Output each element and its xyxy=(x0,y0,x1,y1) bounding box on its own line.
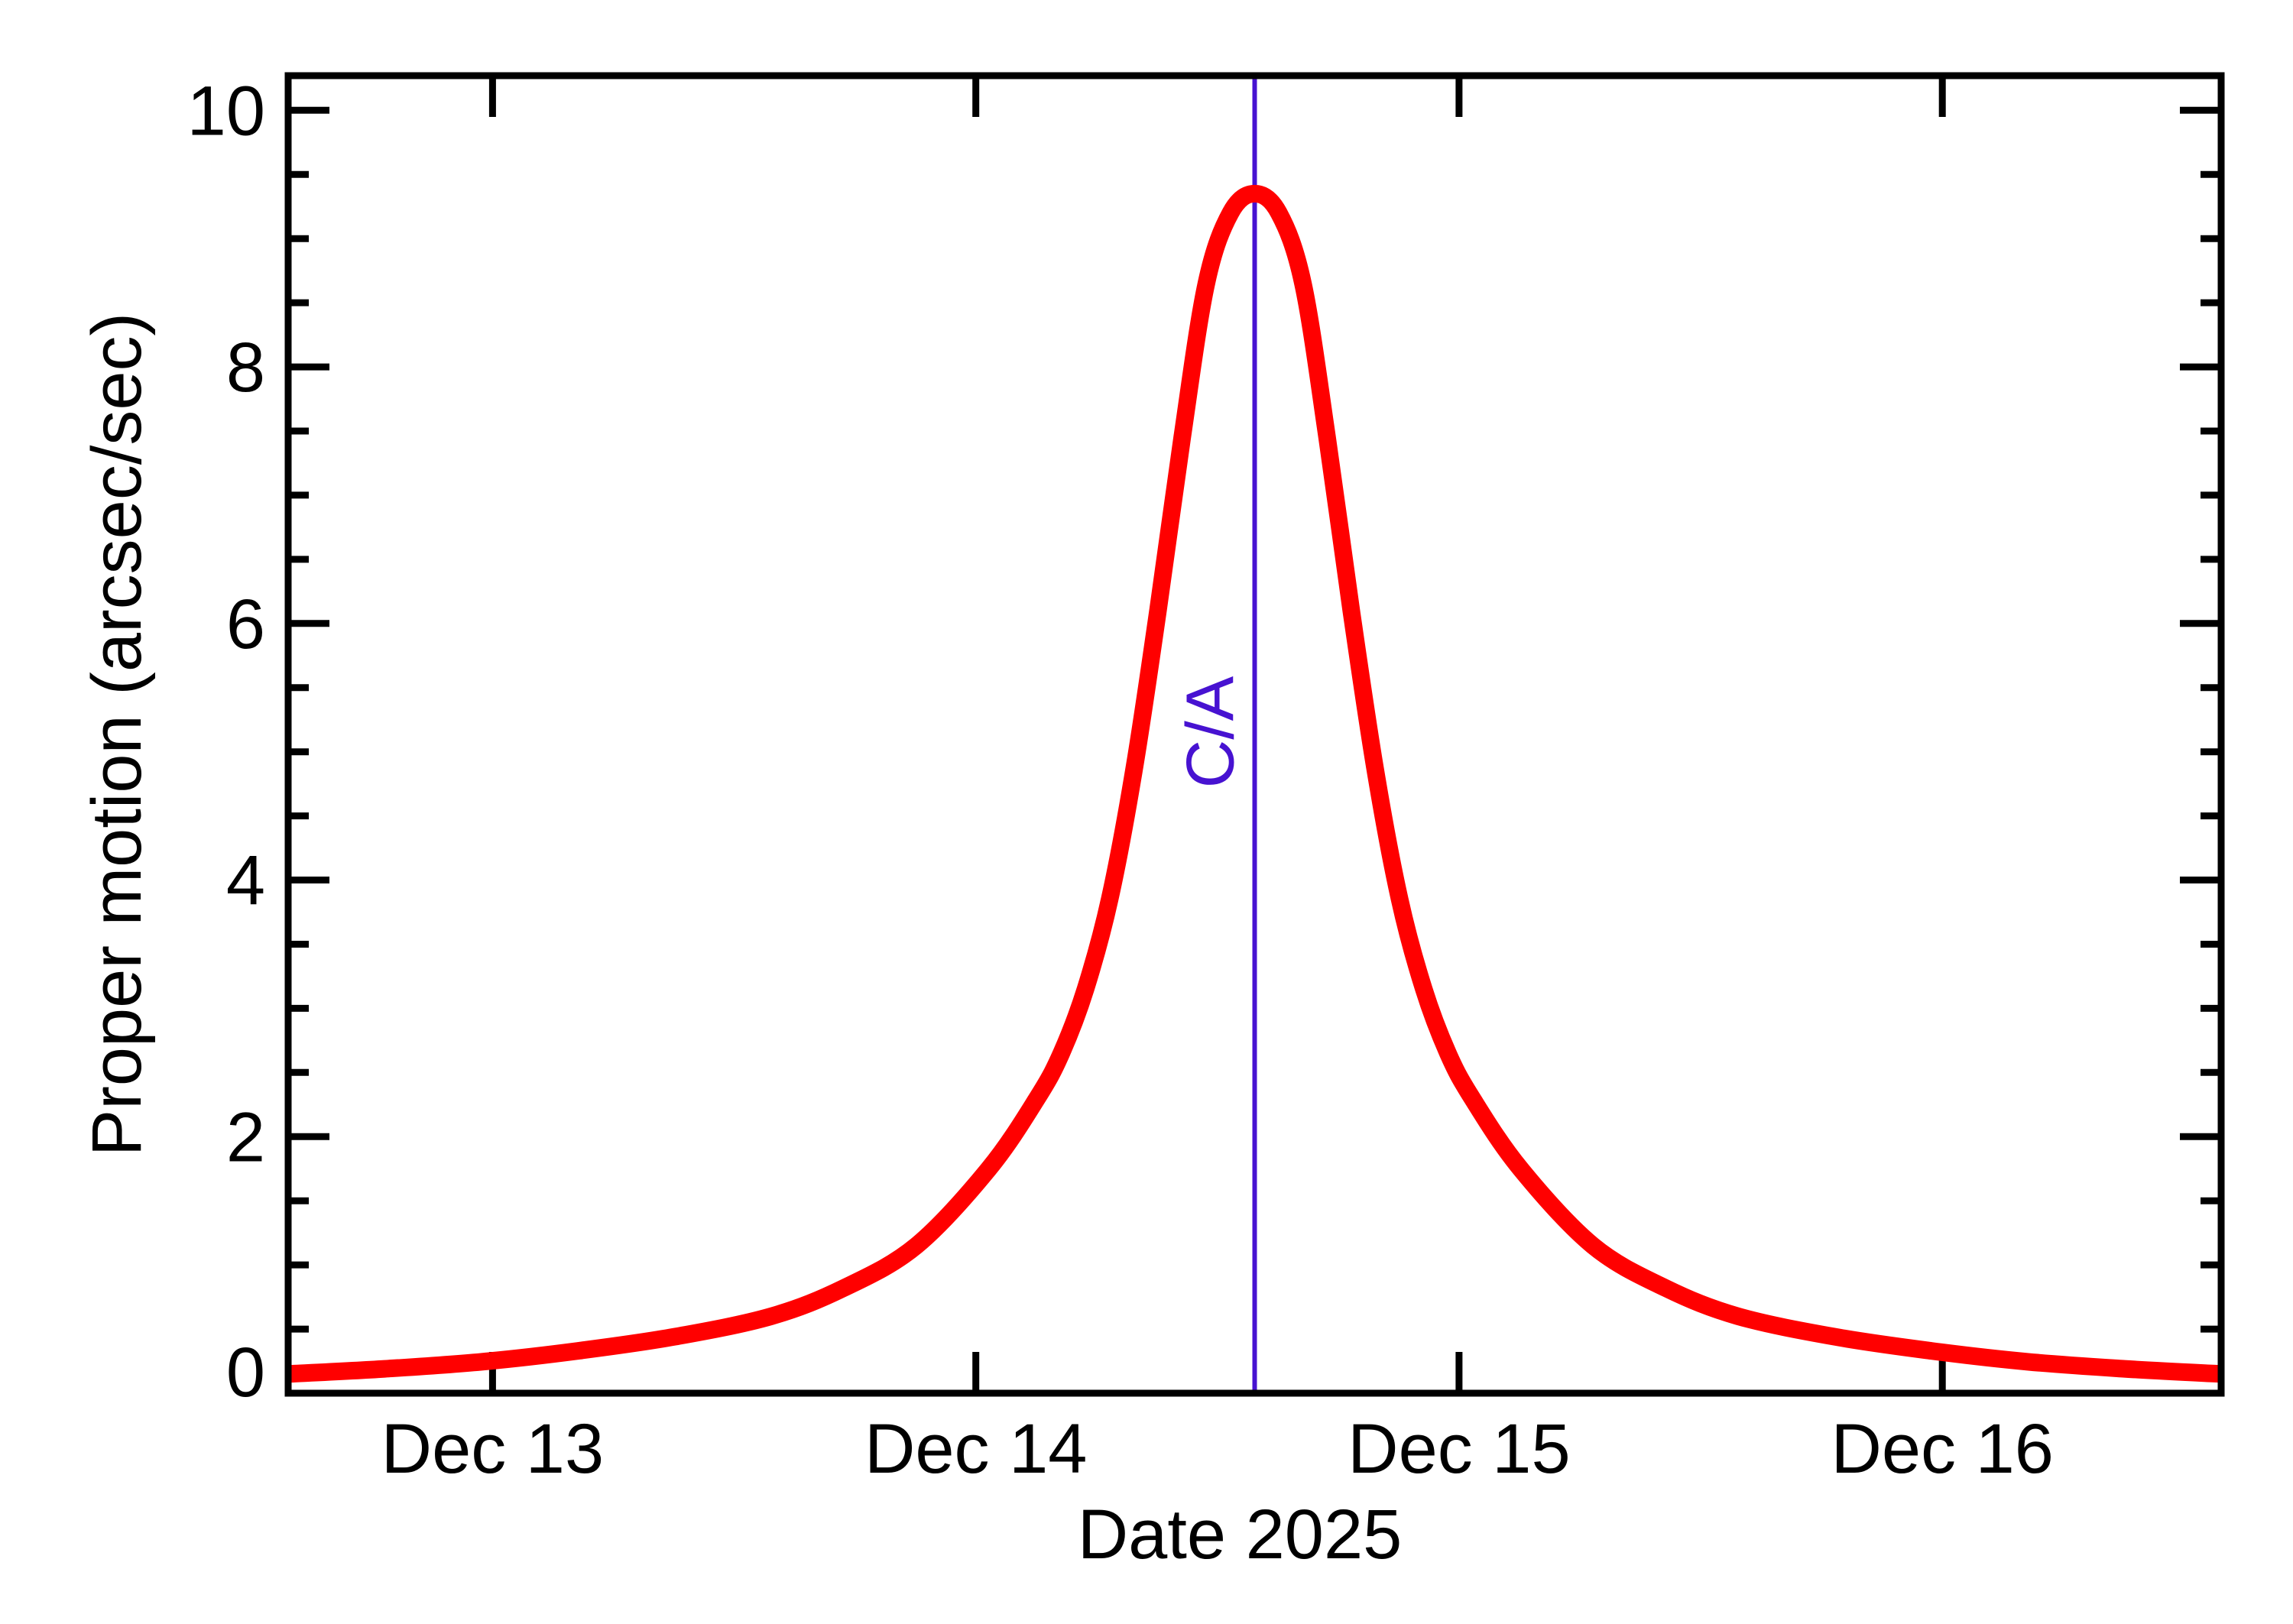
plot-frame xyxy=(284,72,2225,1397)
x-tick-label: Dec 15 xyxy=(1348,1410,1571,1488)
tick-labels: Dec 13 Dec 14 Dec 15 Dec 16 0 2 4 6 8 10 xyxy=(187,72,2054,1488)
x-tick-label: Dec 14 xyxy=(864,1410,1088,1488)
x-axis-title: Date 2025 xyxy=(1078,1496,1403,1574)
axis-ticks xyxy=(288,76,2221,1397)
x-tick-label: Dec 13 xyxy=(381,1410,605,1488)
y-axis-title: Proper motion (arcsec/sec) xyxy=(78,313,156,1156)
y-tick-label: 0 xyxy=(226,1334,265,1412)
y-tick-label: 4 xyxy=(226,842,265,920)
y-tick-label: 10 xyxy=(187,72,265,150)
y-tick-label: 8 xyxy=(226,329,265,407)
y-tick-label: 6 xyxy=(226,585,265,663)
y-tick-label: 2 xyxy=(226,1098,265,1176)
x-tick-label: Dec 16 xyxy=(1831,1410,2054,1488)
proper-motion-curve xyxy=(287,184,2222,1383)
closest-approach-label: C/A xyxy=(1172,676,1248,788)
